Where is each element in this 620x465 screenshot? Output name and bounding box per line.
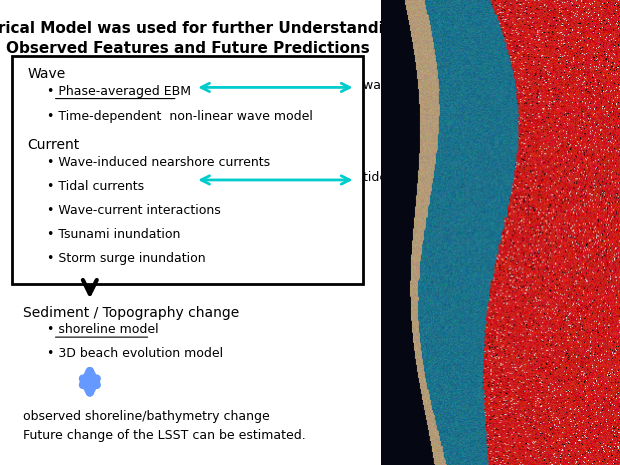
Text: wave observation: wave observation xyxy=(363,79,474,92)
Text: Wave: Wave xyxy=(27,67,66,81)
Text: • Tidal currents: • Tidal currents xyxy=(47,180,144,193)
Text: • shoreline model: • shoreline model xyxy=(47,323,159,336)
Text: Observed Features and Future Predictions: Observed Features and Future Predictions xyxy=(6,41,370,56)
Text: Future change of the LSST can be estimated.: Future change of the LSST can be estimat… xyxy=(24,429,306,442)
Text: tide observation: tide observation xyxy=(363,171,465,184)
Text: • Storm surge inundation: • Storm surge inundation xyxy=(47,252,205,266)
Text: • Time-dependent  non-linear wave model: • Time-dependent non-linear wave model xyxy=(47,110,312,123)
Text: Sediment / Topography change: Sediment / Topography change xyxy=(24,306,240,320)
Text: • 3D beach evolution model: • 3D beach evolution model xyxy=(47,347,223,360)
Text: • Wave-current interactions: • Wave-current interactions xyxy=(47,204,221,217)
Text: Numerical Model was used for further Understanding of: Numerical Model was used for further Und… xyxy=(0,21,427,36)
Text: Current: Current xyxy=(27,138,79,152)
Text: • Wave-induced nearshore currents: • Wave-induced nearshore currents xyxy=(47,156,270,169)
Text: • Tsunami inundation: • Tsunami inundation xyxy=(47,228,180,241)
Text: observed shoreline/bathymetry change: observed shoreline/bathymetry change xyxy=(24,410,270,423)
FancyBboxPatch shape xyxy=(12,56,363,284)
Text: • Phase-averaged EBM: • Phase-averaged EBM xyxy=(47,85,191,98)
